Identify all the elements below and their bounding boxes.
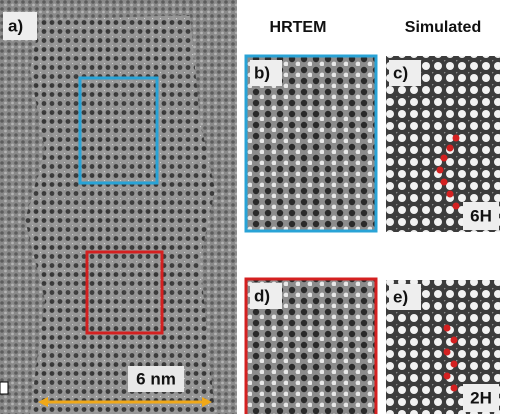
column-header: HRTEM <box>270 19 327 36</box>
figure: a) 6 nm HRTEM Simulated b) c) 6H d) e) <box>0 0 506 414</box>
panel-b: b) <box>246 56 376 231</box>
panel-label: d) <box>254 286 270 305</box>
panel-a: a) 6 nm <box>0 0 237 414</box>
polytype-label: 2H <box>470 388 492 407</box>
panel-label: b) <box>254 63 270 82</box>
panel-label: c) <box>393 63 408 82</box>
nanowire <box>25 15 215 414</box>
scale-label: 6 nm <box>136 369 176 388</box>
column-header: Simulated <box>405 19 481 36</box>
marker <box>0 382 8 394</box>
panel-e: e) 2H <box>386 280 500 414</box>
panel-c: c) 6H <box>386 56 500 232</box>
panel-label: e) <box>393 287 408 306</box>
polytype-label: 6H <box>470 206 492 225</box>
page: a) 6 nm HRTEM Simulated b) c) 6H d) e) <box>0 0 506 414</box>
panel-label: a) <box>8 16 23 35</box>
panel-d: d) <box>246 279 376 414</box>
